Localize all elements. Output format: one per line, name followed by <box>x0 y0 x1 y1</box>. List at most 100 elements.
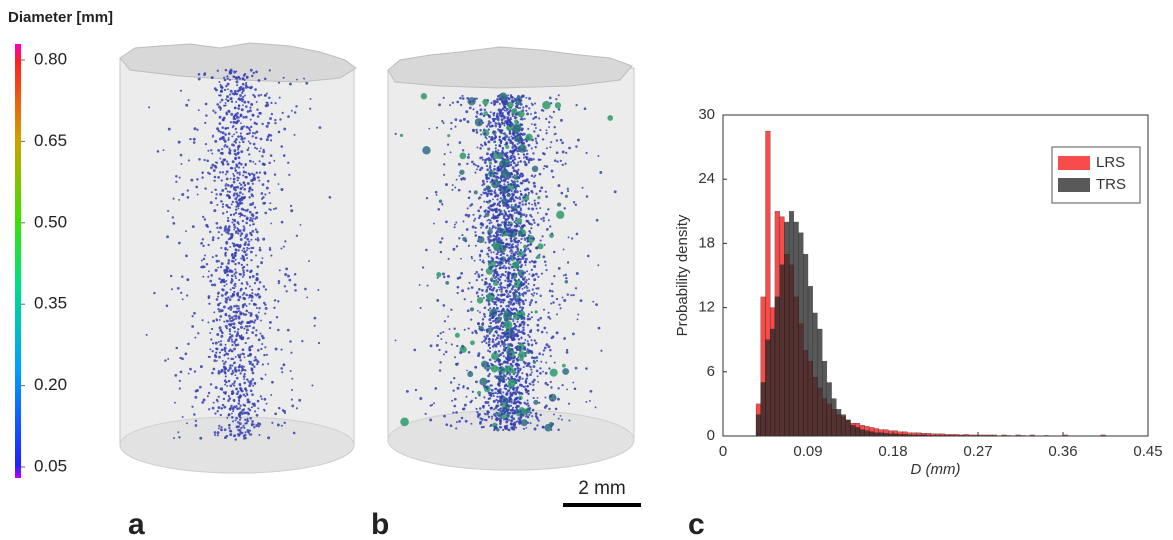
pore <box>518 392 521 395</box>
pore <box>260 261 263 264</box>
pore <box>225 204 228 207</box>
pore <box>558 94 560 96</box>
pore <box>179 380 181 382</box>
pore <box>494 360 496 362</box>
pore <box>515 389 518 392</box>
pore <box>180 371 183 374</box>
pore <box>239 415 241 417</box>
pore <box>266 138 269 141</box>
pore <box>450 381 452 383</box>
pore <box>529 243 532 246</box>
pore <box>218 427 220 429</box>
pore <box>226 241 228 243</box>
pore <box>440 251 442 253</box>
pore <box>236 308 238 310</box>
pore <box>527 318 530 321</box>
pore <box>517 244 519 246</box>
pore <box>512 320 514 322</box>
pore <box>270 102 272 104</box>
pore <box>534 339 536 341</box>
pore <box>207 395 209 397</box>
pore <box>509 359 511 361</box>
pore <box>514 387 516 389</box>
pore <box>499 289 501 291</box>
pore <box>245 235 248 238</box>
y-tick-label: 12 <box>698 299 715 316</box>
pore <box>529 250 532 253</box>
pore <box>207 276 209 278</box>
pore <box>220 266 222 268</box>
pore <box>220 137 223 140</box>
pore <box>515 328 517 330</box>
pore <box>451 189 453 191</box>
pore <box>281 221 284 224</box>
pore <box>476 292 478 294</box>
pore <box>223 398 225 400</box>
pore <box>442 331 444 333</box>
pore <box>527 363 529 365</box>
pore <box>279 118 281 120</box>
pore <box>287 115 290 118</box>
pore <box>488 303 491 306</box>
pore <box>496 337 499 340</box>
bar <box>799 233 804 436</box>
pore <box>288 174 290 176</box>
pore <box>523 253 526 256</box>
pore <box>480 222 483 225</box>
pore <box>488 115 491 118</box>
pore <box>530 299 533 302</box>
pore <box>529 366 531 368</box>
pore <box>445 342 447 344</box>
pore <box>529 304 531 306</box>
pore <box>246 305 248 307</box>
pore <box>475 408 477 410</box>
pore <box>255 212 257 214</box>
pore <box>455 411 458 414</box>
pore <box>522 414 525 417</box>
pore <box>233 326 236 329</box>
pore <box>483 336 485 338</box>
pore <box>512 125 521 134</box>
pore <box>513 169 516 172</box>
x-tick-label: 0.45 <box>1133 443 1162 460</box>
pore <box>254 382 257 385</box>
pore <box>496 256 498 258</box>
pore <box>504 266 507 269</box>
pore <box>458 384 460 386</box>
pore <box>443 304 446 307</box>
pore <box>242 425 244 427</box>
pore <box>254 294 256 296</box>
pore <box>222 118 225 121</box>
pore <box>504 399 506 401</box>
pore <box>507 420 509 422</box>
pore <box>479 104 481 106</box>
pore <box>499 400 502 403</box>
pore <box>252 183 254 185</box>
pore <box>531 293 533 295</box>
pore <box>233 223 236 226</box>
pore <box>540 186 543 189</box>
pore <box>283 154 286 157</box>
pore <box>243 259 246 262</box>
pore <box>283 363 286 366</box>
pore <box>283 77 285 79</box>
pore <box>483 313 486 316</box>
pore <box>256 414 259 417</box>
pore <box>513 429 515 431</box>
pore <box>235 344 237 346</box>
colorbar-tick-label: 0.80 <box>34 49 67 68</box>
pore <box>196 129 198 131</box>
pore <box>234 167 236 169</box>
pore <box>217 267 219 269</box>
pore <box>247 408 249 410</box>
pore <box>229 93 231 95</box>
pore <box>597 155 599 157</box>
pore <box>236 425 239 428</box>
pore <box>249 353 252 356</box>
pore <box>510 252 512 254</box>
pore <box>524 237 526 239</box>
pore <box>280 349 282 351</box>
pore <box>226 435 229 438</box>
pore <box>227 139 229 141</box>
pore <box>221 126 224 129</box>
